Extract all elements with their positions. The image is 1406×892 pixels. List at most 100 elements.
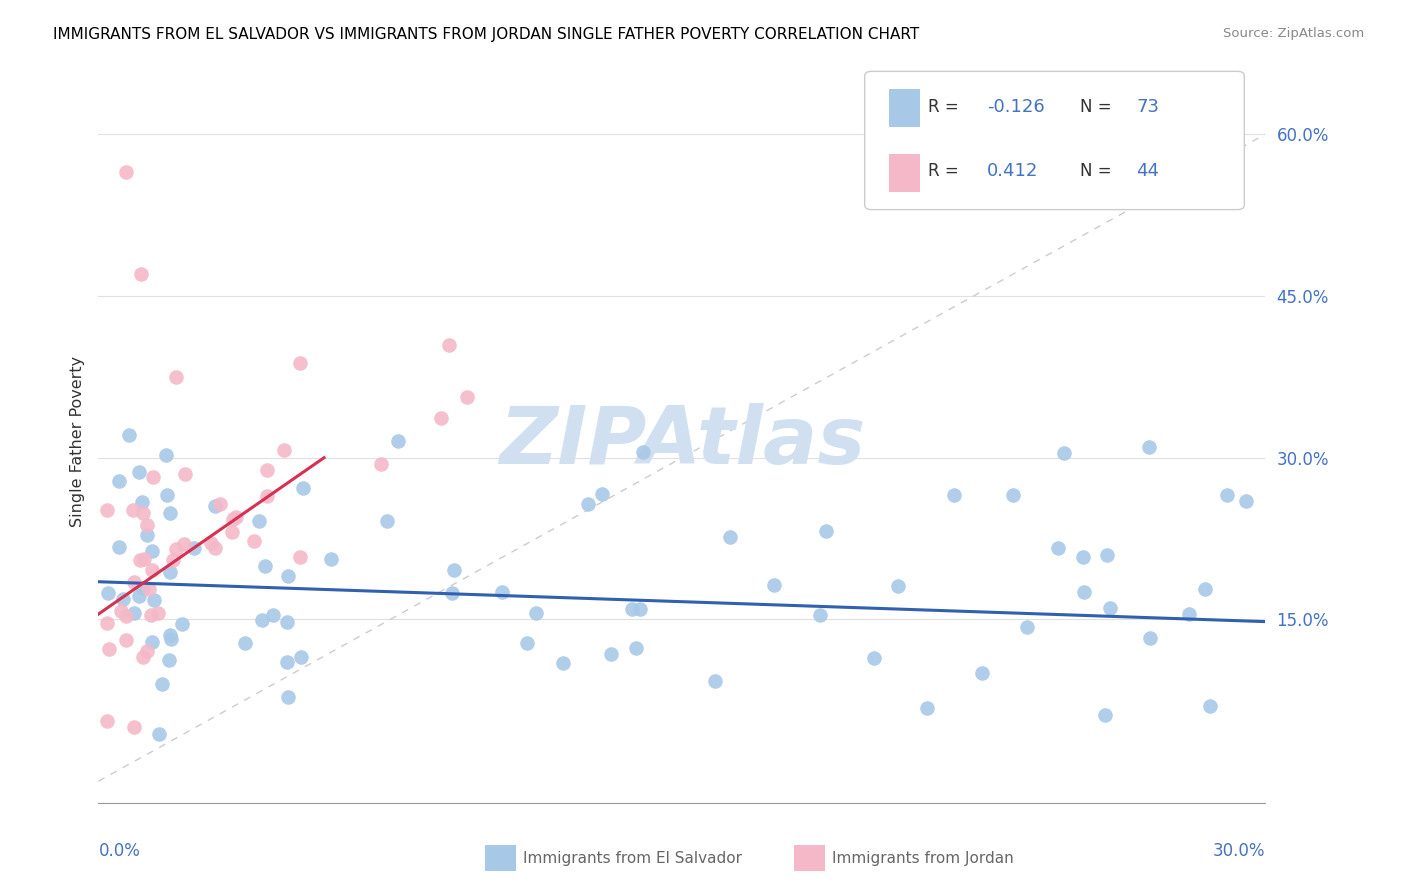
- Point: [173, 467, 195, 481]
- Text: N =: N =: [1080, 162, 1116, 180]
- Text: 0.0%: 0.0%: [98, 842, 141, 860]
- Point: [110, 604, 132, 618]
- Point: [122, 574, 145, 589]
- Point: [252, 613, 274, 627]
- Point: [159, 506, 181, 520]
- Point: [943, 488, 966, 502]
- Point: [209, 497, 232, 511]
- Point: [491, 585, 513, 599]
- Point: [1137, 440, 1160, 454]
- Point: [1001, 488, 1024, 502]
- Point: [183, 541, 205, 556]
- Point: [273, 442, 295, 457]
- Text: ZIPAtlas: ZIPAtlas: [499, 402, 865, 481]
- Point: [576, 497, 599, 511]
- Point: [886, 579, 908, 593]
- Point: [1177, 607, 1199, 621]
- Point: [112, 592, 135, 607]
- Point: [135, 518, 157, 533]
- Point: [443, 563, 465, 577]
- Point: [142, 592, 165, 607]
- Point: [551, 656, 574, 670]
- Point: [1194, 582, 1216, 596]
- Point: [1017, 620, 1039, 634]
- Point: [159, 653, 181, 667]
- Point: [319, 551, 342, 566]
- Point: [170, 616, 193, 631]
- Point: [1071, 549, 1094, 564]
- Point: [718, 531, 741, 545]
- Point: [115, 632, 138, 647]
- Point: [1139, 632, 1161, 646]
- Point: [114, 165, 136, 179]
- Text: 0.412: 0.412: [987, 162, 1039, 180]
- Point: [292, 481, 315, 495]
- Point: [162, 553, 184, 567]
- Point: [243, 533, 266, 548]
- Point: [1095, 548, 1118, 562]
- Point: [1099, 601, 1122, 615]
- Point: [600, 647, 623, 661]
- Point: [762, 577, 785, 591]
- Point: [1198, 699, 1220, 714]
- Point: [1073, 585, 1095, 599]
- Point: [222, 512, 245, 526]
- Point: [631, 445, 654, 459]
- Point: [253, 558, 276, 573]
- Point: [621, 602, 644, 616]
- Point: [288, 356, 311, 370]
- Point: [437, 338, 460, 352]
- Point: [524, 606, 547, 620]
- Point: [262, 607, 284, 622]
- Point: [108, 540, 131, 554]
- Point: [160, 632, 183, 647]
- Point: [146, 606, 169, 620]
- Text: 30.0%: 30.0%: [1213, 842, 1265, 860]
- Point: [98, 641, 121, 656]
- Point: [1234, 493, 1257, 508]
- Point: [375, 514, 398, 528]
- Point: [97, 586, 120, 600]
- Text: Immigrants from Jordan: Immigrants from Jordan: [832, 851, 1014, 865]
- Point: [1094, 707, 1116, 722]
- Point: [814, 524, 837, 538]
- Point: [256, 463, 278, 477]
- Point: [624, 640, 647, 655]
- Point: [441, 586, 464, 600]
- Point: [159, 628, 181, 642]
- Point: [204, 541, 226, 555]
- Point: [107, 475, 129, 489]
- Point: [132, 506, 155, 520]
- Point: [277, 569, 299, 583]
- Point: [132, 650, 155, 665]
- Point: [915, 701, 938, 715]
- Text: 73: 73: [1136, 98, 1159, 116]
- Point: [1046, 541, 1069, 555]
- Point: [225, 509, 247, 524]
- Point: [136, 527, 159, 541]
- Point: [142, 469, 165, 483]
- Point: [247, 514, 270, 528]
- Point: [233, 636, 256, 650]
- Point: [276, 615, 298, 630]
- Point: [139, 608, 162, 623]
- Point: [96, 714, 118, 729]
- Point: [387, 434, 409, 448]
- Y-axis label: Single Father Poverty: Single Father Poverty: [69, 356, 84, 527]
- Point: [808, 608, 831, 623]
- Point: [129, 553, 152, 567]
- Point: [256, 489, 278, 503]
- Point: [155, 448, 177, 462]
- Point: [277, 690, 299, 704]
- Point: [131, 494, 153, 508]
- Point: [204, 499, 226, 513]
- Point: [141, 635, 163, 649]
- Point: [173, 536, 195, 550]
- Point: [1215, 488, 1237, 502]
- Point: [165, 542, 187, 557]
- Point: [132, 581, 155, 595]
- Point: [150, 677, 173, 691]
- Point: [159, 565, 181, 579]
- Point: [128, 589, 150, 603]
- Point: [221, 525, 243, 540]
